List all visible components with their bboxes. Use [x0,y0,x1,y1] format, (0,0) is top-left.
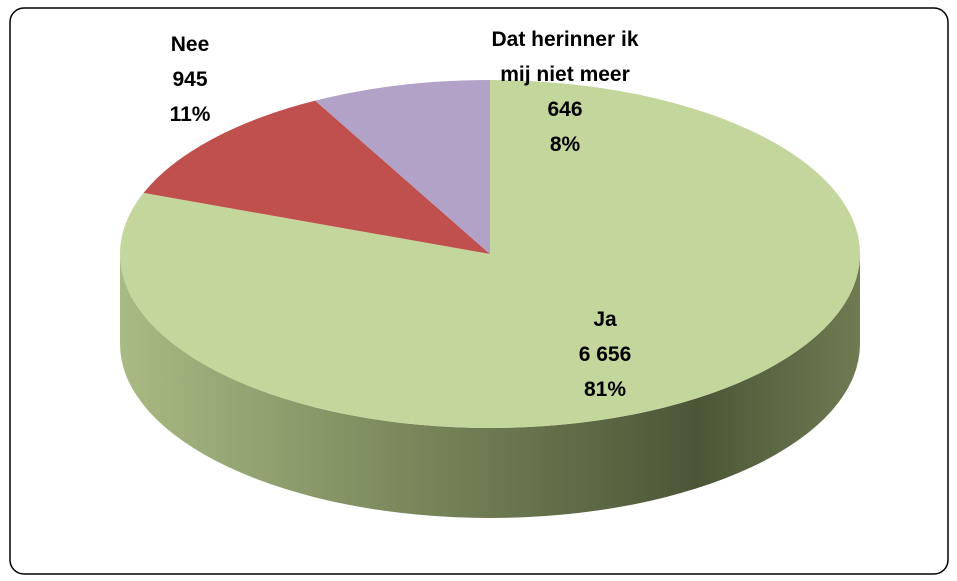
pie-side [120,254,860,518]
data-label: Ja 6 656 81% [530,302,680,407]
data-label: Nee 945 11% [120,27,260,132]
category-label: Dat herinner ik mij niet meer [491,28,639,86]
value-label: 945 [172,68,208,91]
category-label: Nee [170,33,210,56]
category-label: Ja [593,308,617,331]
value-label: 646 [547,98,583,121]
percent-label: 81% [583,378,627,401]
pie-slice [119,80,861,428]
value-label: 6 656 [578,343,632,366]
percent-label: 11% [169,103,211,126]
data-label: Dat herinner ik mij niet meer 646 8% [480,22,650,162]
pie-slice [143,100,490,255]
percent-label: 8% [549,133,581,156]
pie-slice [315,80,490,254]
